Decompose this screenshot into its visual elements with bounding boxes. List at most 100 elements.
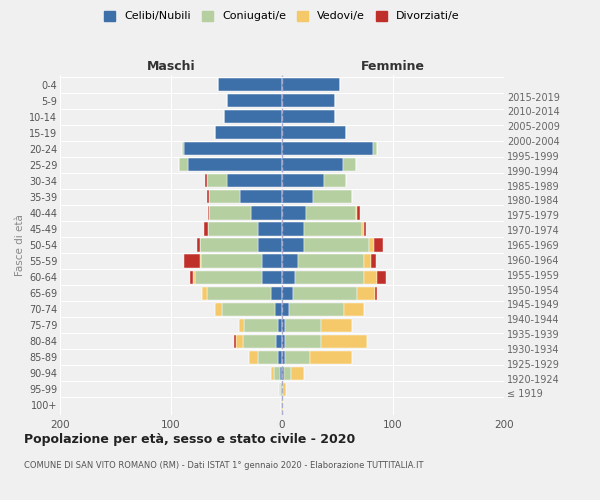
Bar: [375, 286, 377, 300]
Bar: [190, 270, 193, 283]
Bar: [208, 222, 257, 235]
Bar: [281, 383, 282, 396]
Bar: [282, 78, 340, 91]
Bar: [204, 222, 208, 235]
Bar: [298, 254, 364, 268]
Bar: [262, 254, 282, 268]
Bar: [243, 334, 277, 348]
Bar: [374, 238, 383, 252]
Bar: [284, 366, 291, 380]
Bar: [373, 142, 377, 156]
Bar: [262, 270, 282, 283]
Bar: [257, 350, 278, 364]
Bar: [209, 190, 240, 203]
Bar: [236, 334, 243, 348]
Bar: [200, 254, 201, 268]
Bar: [208, 206, 209, 220]
Bar: [321, 318, 352, 332]
Bar: [193, 270, 196, 283]
Text: Maschi: Maschi: [146, 60, 196, 72]
Legend: Celibi/Nubili, Coniugati/e, Vedovi/e, Divorziati/e: Celibi/Nubili, Coniugati/e, Vedovi/e, Di…: [104, 10, 460, 22]
Bar: [289, 302, 344, 316]
Bar: [282, 334, 286, 348]
Bar: [358, 206, 360, 220]
Bar: [257, 238, 282, 252]
Text: Popolazione per età, sesso e stato civile - 2020: Popolazione per età, sesso e stato civil…: [24, 432, 355, 446]
Bar: [184, 254, 200, 268]
Bar: [282, 350, 286, 364]
Bar: [286, 334, 321, 348]
Bar: [275, 302, 282, 316]
Bar: [282, 399, 283, 412]
Bar: [227, 174, 282, 188]
Bar: [282, 174, 324, 188]
Bar: [358, 286, 375, 300]
Bar: [282, 254, 298, 268]
Bar: [283, 383, 286, 396]
Bar: [282, 126, 346, 140]
Bar: [282, 206, 307, 220]
Bar: [200, 238, 257, 252]
Bar: [182, 142, 184, 156]
Bar: [278, 383, 280, 396]
Bar: [280, 366, 282, 380]
Bar: [356, 206, 358, 220]
Bar: [371, 254, 376, 268]
Bar: [244, 318, 278, 332]
Bar: [364, 254, 371, 268]
Bar: [206, 286, 271, 300]
Bar: [364, 222, 367, 235]
Bar: [206, 174, 227, 188]
Bar: [282, 366, 284, 380]
Bar: [240, 190, 282, 203]
Bar: [282, 270, 295, 283]
Bar: [282, 318, 286, 332]
Bar: [280, 383, 281, 396]
Bar: [364, 270, 377, 283]
Bar: [215, 302, 222, 316]
Bar: [227, 94, 282, 107]
Bar: [222, 302, 275, 316]
Bar: [197, 238, 200, 252]
Bar: [368, 238, 374, 252]
Bar: [313, 190, 352, 203]
Bar: [201, 254, 262, 268]
Bar: [282, 190, 313, 203]
Bar: [282, 158, 343, 172]
Bar: [209, 206, 251, 220]
Bar: [215, 126, 282, 140]
Bar: [274, 366, 280, 380]
Bar: [277, 334, 282, 348]
Bar: [278, 350, 282, 364]
Bar: [257, 222, 282, 235]
Bar: [224, 110, 282, 124]
Bar: [343, 158, 356, 172]
Bar: [278, 318, 282, 332]
Bar: [304, 222, 362, 235]
Bar: [218, 78, 282, 91]
Y-axis label: Fasce di età: Fasce di età: [14, 214, 25, 276]
Bar: [239, 318, 244, 332]
Bar: [286, 350, 310, 364]
Bar: [310, 350, 352, 364]
Bar: [286, 318, 321, 332]
Bar: [282, 222, 304, 235]
Bar: [188, 158, 282, 172]
Bar: [196, 270, 262, 283]
Bar: [291, 366, 304, 380]
Bar: [362, 222, 364, 235]
Text: Femmine: Femmine: [361, 60, 425, 72]
Bar: [282, 142, 373, 156]
Bar: [377, 270, 386, 283]
Bar: [282, 383, 283, 396]
Bar: [184, 142, 282, 156]
Bar: [307, 206, 356, 220]
Text: COMUNE DI SAN VITO ROMANO (RM) - Dati ISTAT 1° gennaio 2020 - Elaborazione TUTTI: COMUNE DI SAN VITO ROMANO (RM) - Dati IS…: [24, 460, 424, 469]
Bar: [282, 286, 293, 300]
Bar: [282, 238, 304, 252]
Bar: [202, 286, 206, 300]
Bar: [249, 350, 257, 364]
Bar: [206, 190, 209, 203]
Bar: [282, 110, 335, 124]
Bar: [344, 302, 364, 316]
